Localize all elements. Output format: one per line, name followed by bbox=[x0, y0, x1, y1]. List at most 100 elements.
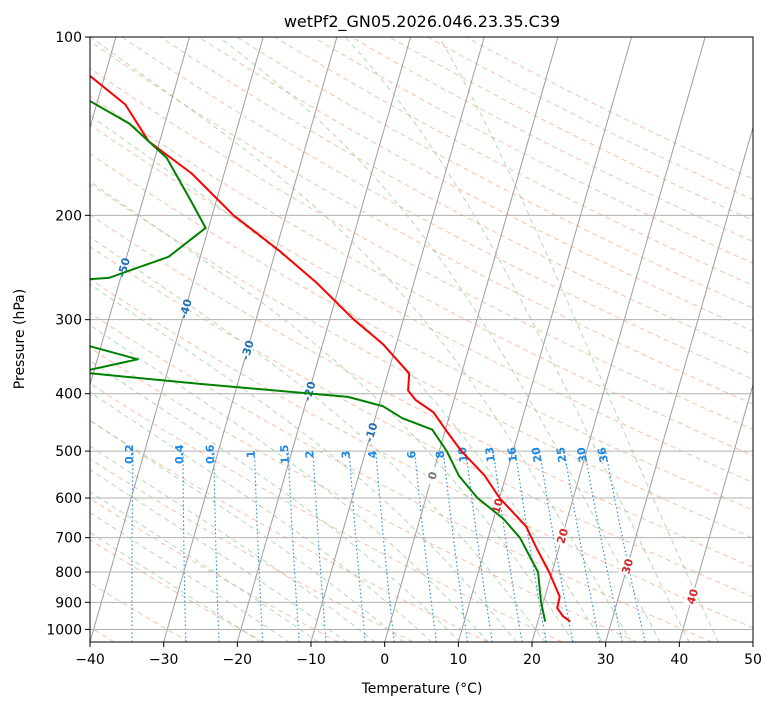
mixing-ratio-line bbox=[414, 451, 437, 642]
isotherm-label-bg bbox=[176, 298, 193, 319]
dewpoint-line bbox=[90, 100, 547, 622]
moist-adiabat bbox=[90, 468, 348, 642]
x-tick-label: −30 bbox=[149, 652, 179, 668]
moist-adiabat bbox=[218, 37, 661, 642]
plot-frame bbox=[89, 36, 754, 643]
dry-adiabat bbox=[90, 214, 753, 568]
moist-adiabat bbox=[90, 180, 575, 642]
isotherm-line bbox=[678, 382, 753, 642]
y-tick-label: 900 bbox=[55, 595, 82, 611]
isotherm-line bbox=[90, 37, 191, 387]
plot-area: 0.10.20.40.611.52346810131620253036-100-… bbox=[90, 37, 753, 642]
isotherm-line bbox=[384, 37, 559, 642]
isotherm-line bbox=[90, 37, 264, 642]
chart-title: wetPf2_GN05.2026.046.23.35.C39 bbox=[284, 12, 560, 32]
dry-adiabat bbox=[90, 312, 712, 642]
mixing-ratio-label: 0.4 bbox=[173, 444, 186, 464]
isotherm-line bbox=[605, 125, 753, 642]
isotherm-label: -30 bbox=[239, 338, 257, 361]
mixing-ratio-label: 1 bbox=[244, 450, 257, 458]
y-tick-label: 800 bbox=[55, 565, 82, 581]
y-tick-label: 600 bbox=[55, 491, 82, 507]
dry-adiabat bbox=[90, 420, 488, 642]
x-tick-label: 50 bbox=[744, 652, 762, 668]
x-tick-label: 10 bbox=[449, 652, 467, 668]
dry-adiabat bbox=[90, 95, 753, 457]
profile-series bbox=[90, 74, 571, 623]
mixing-ratio-label: 25 bbox=[554, 446, 569, 463]
mixing-ratio-label: 36 bbox=[595, 446, 611, 464]
isotherm-label: 30 bbox=[619, 557, 636, 576]
mixing-ratio-label: 0.2 bbox=[123, 444, 136, 464]
moist-adiabat bbox=[344, 37, 690, 642]
isotherm-line bbox=[457, 37, 633, 642]
isotherm-label-bg bbox=[553, 525, 570, 547]
isotherm-label-bg bbox=[683, 585, 700, 607]
dry-adiabat bbox=[90, 582, 190, 642]
mixing-ratio-label: 16 bbox=[505, 446, 520, 463]
x-axis: −40 −30 −20 −10 0 10 20 30 40 50 bbox=[75, 642, 762, 668]
mixing-ratio-label: 10 bbox=[456, 446, 471, 463]
dry-adiabat bbox=[90, 347, 638, 642]
x-tick-label: −40 bbox=[75, 652, 105, 668]
x-tick-label: 0 bbox=[380, 652, 389, 668]
y-tick-label: 1000 bbox=[46, 622, 82, 638]
mixing-ratio-label: 13 bbox=[483, 446, 498, 463]
y-tick-label: 200 bbox=[55, 208, 82, 224]
mixing-ratio-label: 3 bbox=[339, 450, 353, 459]
isotherm-line bbox=[236, 37, 412, 642]
mixing-ratio-line bbox=[492, 451, 523, 642]
x-tick-label: 30 bbox=[597, 652, 615, 668]
moist-adiabat bbox=[438, 37, 719, 642]
y-tick-label: 100 bbox=[55, 30, 82, 46]
isotherm-line bbox=[310, 37, 485, 642]
isotherm-label: -20 bbox=[301, 380, 319, 403]
moist-adiabat bbox=[90, 419, 404, 642]
isotherm-line bbox=[163, 37, 338, 642]
isotherm-label: 40 bbox=[684, 587, 701, 606]
y-tick-label: 500 bbox=[55, 444, 82, 460]
isotherm-label-bg bbox=[299, 380, 317, 402]
dry-adiabat bbox=[273, 37, 753, 287]
moist-adiabat bbox=[90, 236, 546, 642]
y-axis: 1000 900 800 700 600 500 400 300 200 100 bbox=[46, 30, 90, 638]
isotherm-label-bg bbox=[361, 421, 379, 443]
dry-adiabat bbox=[159, 37, 753, 356]
dry-adiabat bbox=[90, 539, 264, 642]
mixing-ratio-line bbox=[465, 451, 493, 642]
mixing-ratio-line bbox=[563, 451, 601, 642]
x-tick-label: −20 bbox=[223, 652, 253, 668]
mixing-ratio-label: 2 bbox=[303, 450, 316, 458]
mixing-ratio-label: 30 bbox=[574, 446, 590, 464]
isotherm-label: 0 bbox=[426, 470, 441, 481]
mixing-ratio-line bbox=[584, 451, 623, 642]
isotherm-label: -10 bbox=[363, 421, 381, 444]
temperature-line bbox=[90, 74, 571, 623]
mixing-ratio-line bbox=[375, 451, 395, 642]
isotherm-label-bg bbox=[423, 465, 440, 486]
isotherm-label: -40 bbox=[177, 297, 195, 320]
x-tick-label: 40 bbox=[670, 652, 688, 668]
mixing-ratio-line bbox=[348, 451, 366, 642]
dry-adiabat bbox=[90, 153, 753, 511]
y-tick-label: 300 bbox=[55, 313, 82, 329]
mixing-ratio-label: 20 bbox=[529, 446, 544, 463]
isotherm-label: 20 bbox=[554, 527, 571, 546]
mixing-ratio-label: 0.6 bbox=[204, 444, 217, 464]
y-tick-label: 700 bbox=[55, 531, 82, 547]
isotherm-label-bg bbox=[618, 555, 635, 577]
x-axis-label: Temperature (°C) bbox=[361, 681, 483, 697]
dry-adiabat bbox=[90, 40, 753, 405]
mixing-ratio-label: 4 bbox=[366, 450, 380, 459]
mixing-ratio-label: 6 bbox=[405, 450, 419, 459]
mixing-ratio-line bbox=[442, 451, 469, 642]
isopleth-labels: 0.10.20.40.611.52346810131620253036-100-… bbox=[114, 256, 701, 607]
y-tick-label: 400 bbox=[55, 387, 82, 403]
x-tick-label: −10 bbox=[296, 652, 326, 668]
isobars bbox=[90, 37, 753, 630]
mixing-ratio-label: 1.5 bbox=[278, 444, 292, 464]
x-tick-label: 20 bbox=[523, 652, 541, 668]
moist-adiabat bbox=[90, 324, 489, 642]
isotherm-label-bg bbox=[238, 339, 255, 361]
